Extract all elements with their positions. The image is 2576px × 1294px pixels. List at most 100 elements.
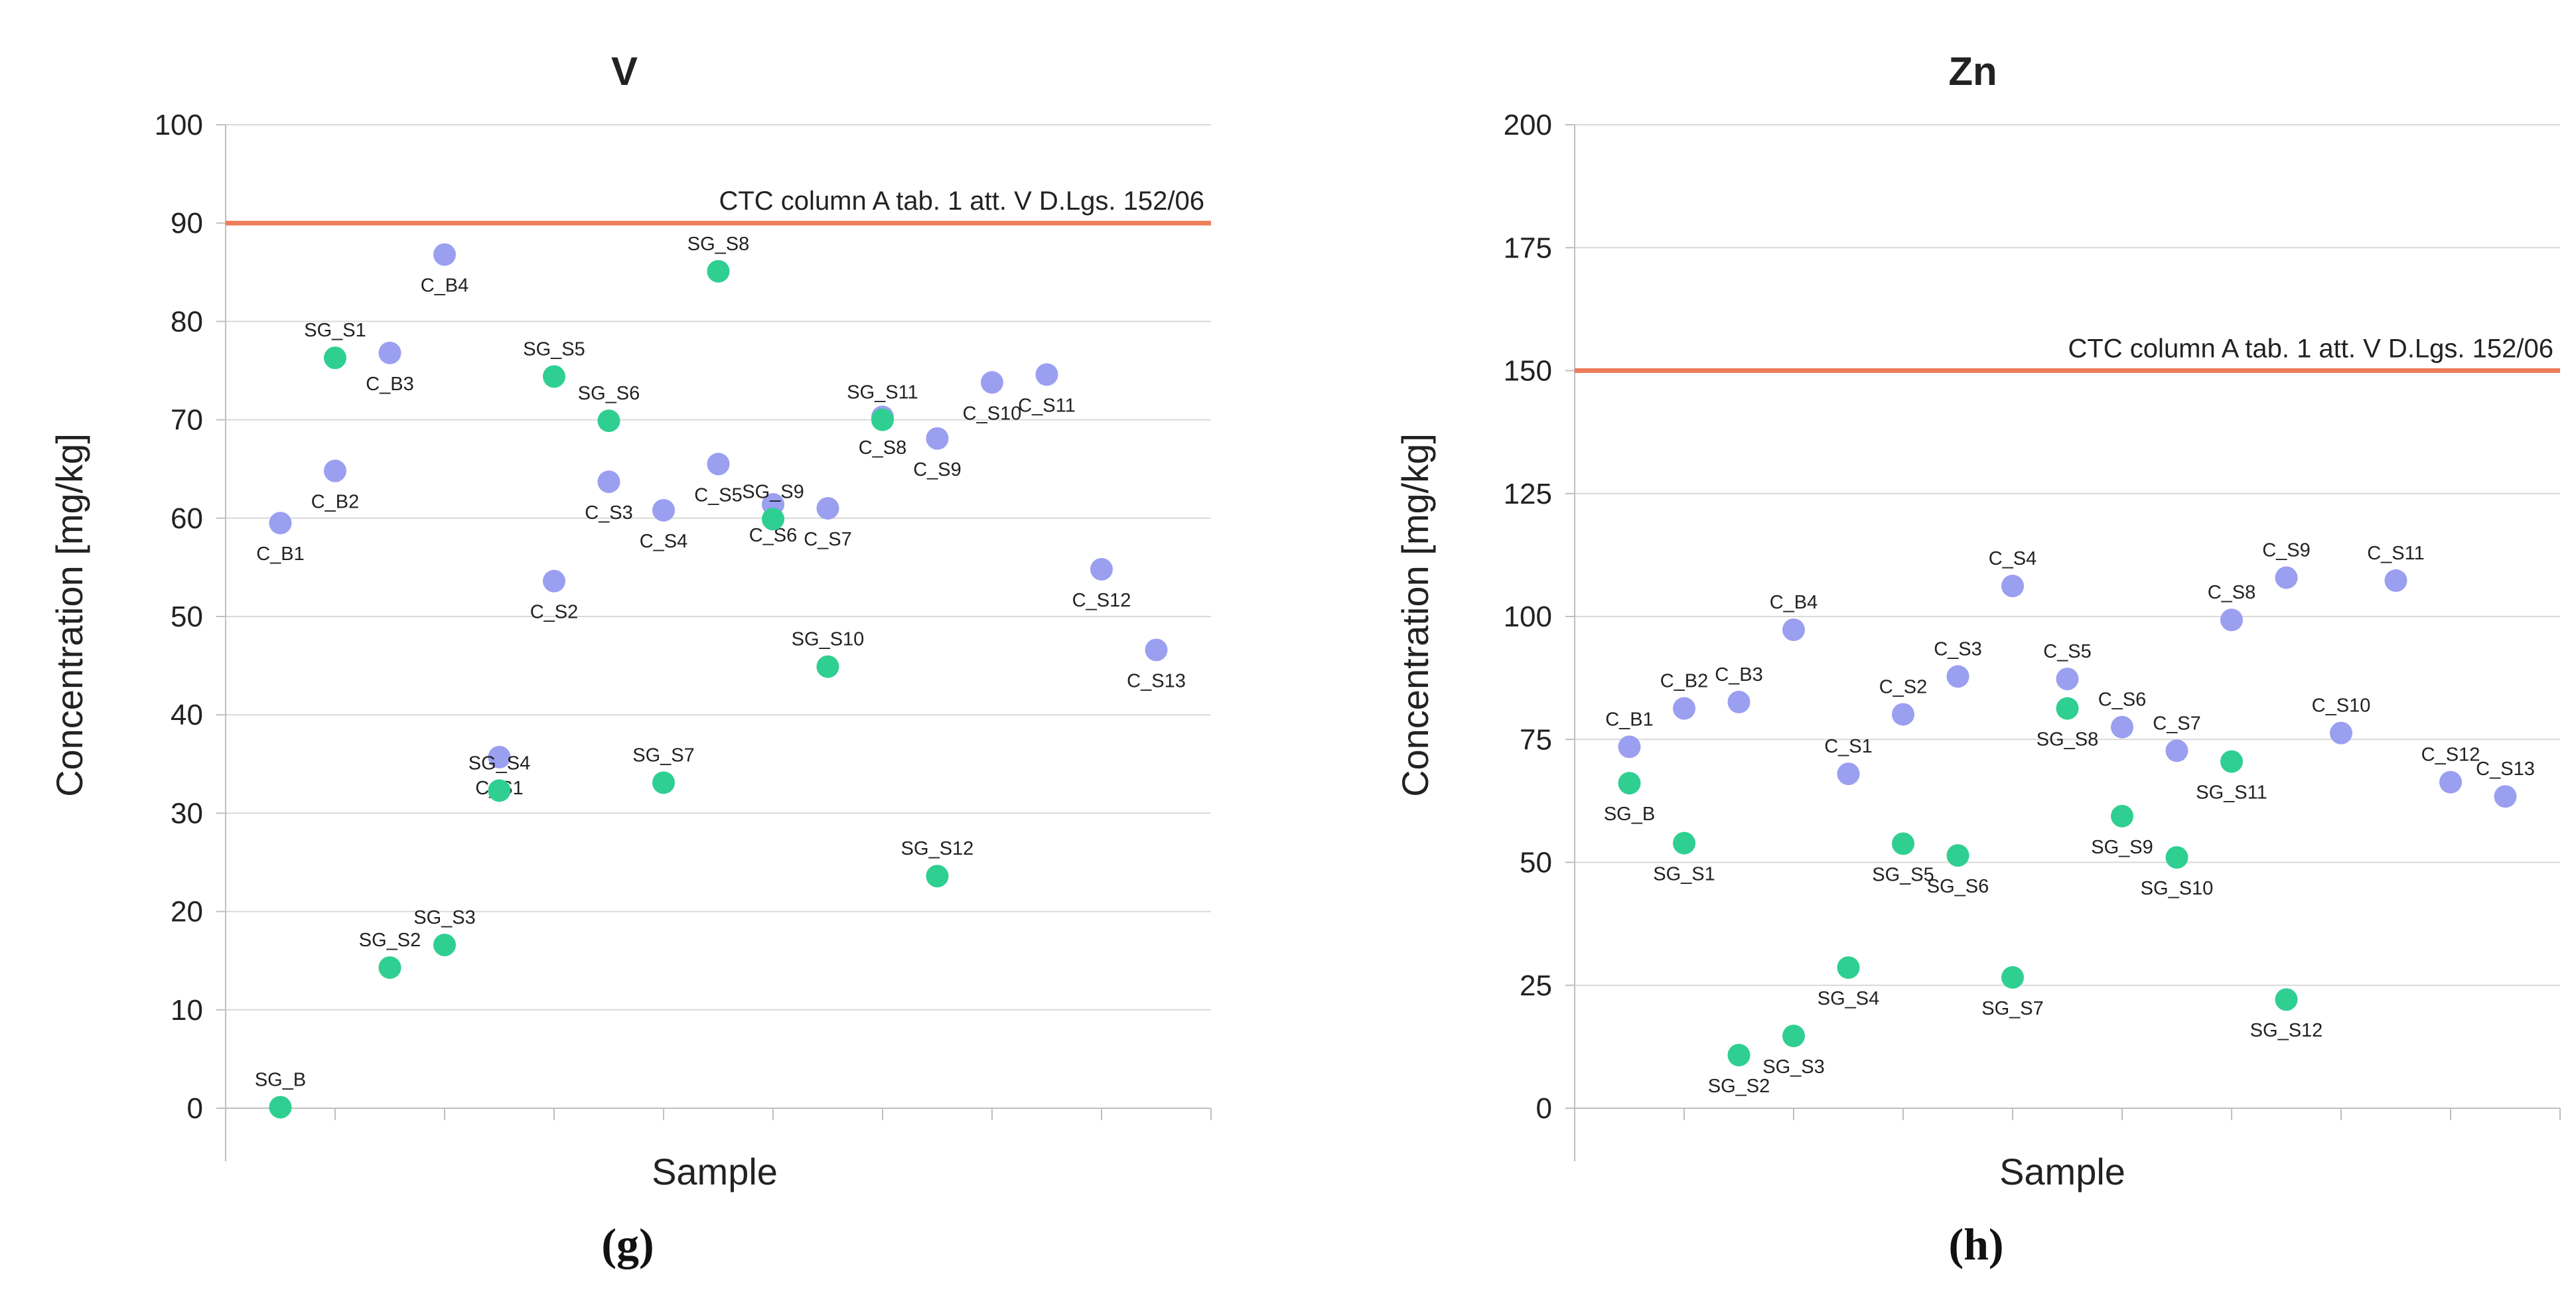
- chart-v-point-c-s1: [488, 745, 511, 768]
- chart-v-point-c-b3: [378, 341, 401, 364]
- chart-v-point-sg-s3: [433, 933, 456, 956]
- chart-zn-panel-tag: (h): [1948, 1219, 2003, 1269]
- chart-v-point-c-b4: [433, 243, 456, 266]
- chart-zn-point-sg-s12: [2275, 988, 2298, 1011]
- chart-v-point-label: C_S10: [963, 403, 1022, 424]
- chart-zn-point-label: C_S2: [1879, 676, 1928, 697]
- chart-zn-point-label: C_S13: [2476, 758, 2535, 780]
- chart-v-point-label: C_S5: [694, 484, 743, 506]
- chart-v-point-c-s13: [1145, 638, 1168, 662]
- chart-zn-point-c-s11: [2384, 569, 2407, 592]
- chart-zn-point-c-b4: [1782, 618, 1805, 642]
- chart-v-point-c-s9: [926, 427, 949, 450]
- chart-v-point-label: C_S9: [913, 459, 962, 480]
- chart-v-point-label: C_S2: [530, 602, 579, 623]
- chart-zn-point-label: C_S8: [2208, 582, 2256, 603]
- chart-zn-point-label: C_S6: [2098, 689, 2147, 711]
- chart-v-point-sg-s5: [543, 365, 565, 388]
- chart-zn-point-label: SG_S1: [1653, 864, 1715, 885]
- chart-v-x-axis-label: Sample: [652, 1151, 778, 1192]
- chart-zn-point-label: C_B3: [1715, 664, 1763, 685]
- chart-zn-point-label: C_S3: [1934, 638, 1982, 660]
- chart-v-point-label: C_B4: [421, 275, 469, 297]
- chart-v-point-label: SG_S2: [359, 930, 421, 951]
- chart-v-point-c-s11: [1035, 363, 1058, 386]
- chart-v-point-label: C_S4: [640, 531, 688, 552]
- chart-zn-point-label: C_S11: [2367, 543, 2425, 564]
- chart-zn-point-label: C_S4: [1989, 548, 2037, 569]
- chart-zn-point-sg-s2: [1727, 1043, 1751, 1066]
- chart-v-point-label: SG_B: [255, 1070, 306, 1091]
- chart-v-point-label: C_S12: [1072, 590, 1131, 611]
- chart-v-point-sg-s11: [871, 408, 894, 431]
- chart-zn-y-tick-label: 125: [1504, 478, 1552, 510]
- chart-v-y-axis-label: Concentration [mg/kg]: [48, 433, 90, 797]
- chart-zn-y-tick-label: 175: [1504, 232, 1552, 264]
- chart-v-point-label: C_S13: [1127, 670, 1186, 691]
- chart-zn-point-c-b3: [1727, 690, 1751, 713]
- chart-zn-points: C_B1 C_B2 C_B3 C_B4 C_S1 C_S2 C_S3 C_S4 C_S5 C_S6…: [1604, 539, 2535, 1097]
- chart-v-point-label: SG_S11: [847, 382, 918, 403]
- chart-zn-point-label: C_B4: [1770, 592, 1818, 613]
- chart-zn-point-label: SG_S2: [1708, 1076, 1770, 1097]
- chart-v-y-tick-label: 60: [171, 502, 203, 535]
- chart-zn-y-tick-label: 200: [1504, 109, 1552, 141]
- chart-zn-point-label: SG_S10: [2141, 878, 2214, 899]
- chart-zn-point-c-b2: [1673, 697, 1695, 720]
- chart-v-point-c-s3: [597, 470, 620, 493]
- chart-zn-point-c-s7: [2165, 739, 2188, 762]
- chart-v-point-sg-s10: [816, 655, 839, 678]
- chart-zn-point-sg-s8: [2056, 697, 2079, 720]
- chart-v-panel-tag: (g): [601, 1219, 654, 1269]
- chart-v-y-ticks: 0 10 20 30 40 50 60 70 80 90 100: [155, 109, 203, 1125]
- chart-zn-point-sg-s5: [1892, 832, 1914, 855]
- chart-v-point-sg-s8: [707, 259, 730, 283]
- chart-zn-point-c-s2: [1892, 703, 1914, 726]
- chart-zn-point-sg-s4: [1837, 956, 1860, 979]
- chart-v-point-c-b2: [324, 459, 346, 482]
- chart-v-point-label: SG_S12: [901, 838, 974, 859]
- chart-v-y-tick-label: 80: [171, 305, 203, 338]
- chart-zn-y-tick-label: 50: [1520, 847, 1552, 879]
- chart-zn-point-label: C_B2: [1660, 671, 1709, 692]
- chart-zn-point-label: C_S10: [2312, 695, 2371, 717]
- chart-v-points: C_B1C_B2C_B3C_B4C_S1C_S2C_S3C_S4C_S5C_S6…: [255, 234, 1186, 1119]
- chart-v-point-label: SG_S9: [742, 481, 804, 502]
- chart-v-y-tick-label: 30: [171, 797, 203, 829]
- chart-v-y-tick-label: 10: [171, 994, 203, 1027]
- chart-v-point-c-s5: [707, 453, 730, 476]
- chart-zn-point-sg-s7: [2001, 966, 2024, 989]
- chart-zn-point-label: SG_S5: [1872, 864, 1934, 885]
- chart-zn-axes: [1574, 125, 2561, 1161]
- chart-zn-point-label: SG_S8: [2037, 729, 2099, 751]
- chart-v-y-tick-label: 20: [171, 896, 203, 928]
- chart-zn-point-sg-b: [1618, 772, 1641, 795]
- chart-v-point-label: SG_S3: [413, 907, 476, 928]
- chart-v-point-sg-s4: [488, 779, 511, 802]
- chart-zn-point-sg-s6: [1946, 844, 1969, 867]
- chart-v-point-label: SG_S7: [632, 745, 695, 766]
- chart-zn-point-c-s6: [2111, 715, 2133, 739]
- chart-v-point-sg-s2: [378, 956, 401, 979]
- chart-zn-point-c-s3: [1946, 665, 1969, 688]
- chart-v-point-label: C_S7: [804, 529, 852, 550]
- chart-v-point-label: C_B3: [366, 374, 414, 395]
- chart-zn-point-c-s8: [2220, 609, 2243, 632]
- chart-zn-point-label: C_S12: [2421, 745, 2480, 766]
- chart-v: V 0 10 20 30 40 50 60 70 80 90 100 CTC column A ta…: [48, 49, 1212, 1269]
- chart-v-point-label: SG_S8: [687, 234, 750, 255]
- chart-zn-point-label: C_S9: [2262, 539, 2311, 561]
- chart-v-threshold-label: CTC column A tab. 1 att. V D.Lgs. 152/06: [719, 186, 1204, 216]
- chart-zn-point-c-s1: [1837, 762, 1860, 786]
- chart-zn-y-tick-label: 75: [1520, 723, 1552, 756]
- chart-zn-point-c-s5: [2056, 668, 2079, 691]
- chart-zn-point-label: SG_S3: [1762, 1056, 1825, 1078]
- chart-zn-point-label: SG_B: [1604, 804, 1655, 825]
- chart-v-point-label: SG_S5: [523, 338, 585, 360]
- chart-zn-title: Zn: [1948, 49, 1997, 94]
- chart-zn-point-label: C_B1: [1605, 709, 1654, 730]
- chart-zn: Zn 0 25 50 75 100 125 150 175 200 CTC column A t…: [1394, 49, 2561, 1269]
- chart-v-point-label: C_B1: [256, 543, 305, 565]
- chart-v-point-label: C_S11: [1018, 395, 1076, 416]
